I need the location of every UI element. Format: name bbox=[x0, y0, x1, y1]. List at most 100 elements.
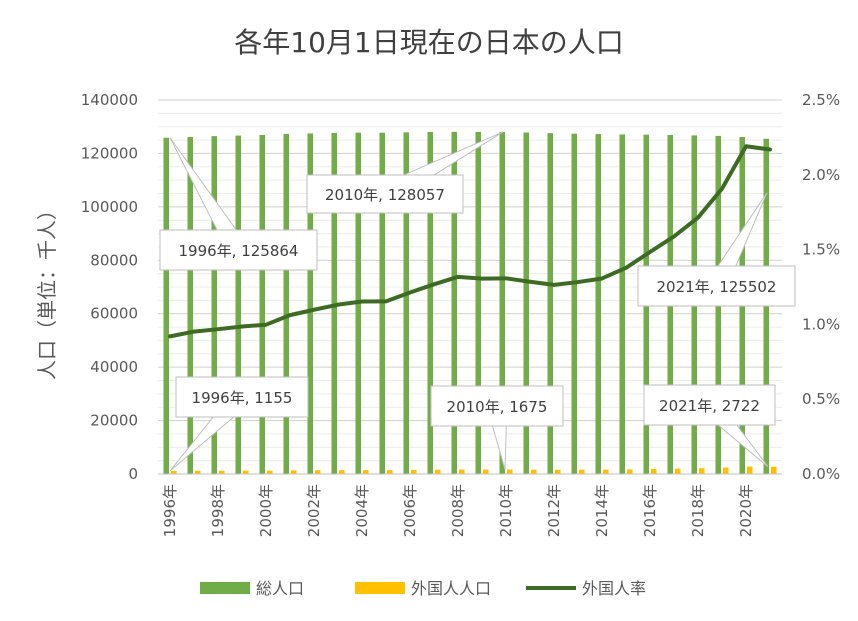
x-tick-label: 2006年 bbox=[401, 484, 419, 537]
bar-total-population bbox=[499, 131, 505, 474]
x-tick-label: 1996年 bbox=[161, 484, 179, 537]
callout-box bbox=[637, 265, 796, 307]
bar-foreign-population bbox=[435, 469, 441, 474]
x-tick-label: 2016年 bbox=[641, 484, 659, 537]
bar-foreign-population bbox=[699, 468, 705, 474]
y2-tick-label: 1.0% bbox=[802, 315, 840, 333]
bar-total-population bbox=[283, 133, 289, 474]
y-tick-label: 100000 bbox=[81, 198, 138, 216]
axis-layer: 0 20000 40000 60000 80000 100000 120000 140000 0… bbox=[81, 91, 840, 537]
data-callout: 2021年, 125502 bbox=[637, 192, 796, 307]
bar-total-population bbox=[163, 137, 169, 475]
x-tick-label: 2012年 bbox=[545, 484, 563, 537]
legend-label: 外国人率 bbox=[582, 579, 646, 598]
bar-foreign-population bbox=[219, 470, 225, 474]
x-tick-label: 2014年 bbox=[593, 484, 611, 537]
series-line-foreign-rate bbox=[168, 144, 772, 339]
bar-foreign-population bbox=[315, 470, 321, 474]
callout-label: 2021年, 2722 bbox=[659, 397, 760, 415]
legend-swatch-total bbox=[200, 582, 250, 594]
callout-label: 2021年, 125502 bbox=[657, 278, 777, 296]
y-tick-label: 60000 bbox=[90, 305, 138, 323]
bar-total-population bbox=[427, 131, 433, 474]
bar-foreign-population bbox=[651, 468, 657, 474]
y-tick-label: 20000 bbox=[90, 412, 138, 430]
line-layer bbox=[168, 144, 772, 339]
bar-total-population bbox=[307, 133, 313, 475]
legend-label: 外国人人口 bbox=[411, 579, 491, 598]
y-tick-label: 40000 bbox=[90, 358, 138, 376]
y2-tick-label: 1.5% bbox=[802, 241, 840, 259]
x-tick-label: 2004年 bbox=[353, 484, 371, 537]
bar-total-population bbox=[211, 136, 217, 474]
bar-foreign-population bbox=[555, 469, 561, 474]
x-tick-label: 2018年 bbox=[689, 484, 707, 537]
bar-foreign-population bbox=[339, 470, 345, 474]
bar-foreign-population bbox=[459, 469, 465, 474]
legend: 総人口 外国人人口 外国人率 bbox=[200, 579, 646, 598]
callout-box bbox=[306, 174, 464, 214]
x-tick-label: 1998年 bbox=[209, 484, 227, 537]
bar-total-population bbox=[595, 134, 601, 474]
bar-foreign-population bbox=[723, 467, 729, 474]
callout-box bbox=[430, 385, 564, 427]
bar-total-population bbox=[235, 135, 241, 475]
bar-foreign-population bbox=[243, 470, 249, 474]
bar-total-population bbox=[259, 134, 265, 474]
x-tick-label: 2002年 bbox=[305, 484, 323, 537]
x-tick-label: 2020年 bbox=[737, 484, 755, 537]
callout-label: 2010年, 1675 bbox=[447, 398, 548, 416]
callout-label: 2010年, 128057 bbox=[325, 186, 445, 204]
bar-total-population bbox=[475, 131, 481, 474]
bar-foreign-population bbox=[291, 470, 297, 474]
bar-total-population bbox=[571, 133, 577, 474]
x-tick-label: 2008年 bbox=[449, 484, 467, 537]
bar-total-population bbox=[403, 132, 409, 475]
bar-foreign-population bbox=[603, 469, 609, 474]
legend-label: 総人口 bbox=[256, 579, 304, 598]
callout-box bbox=[643, 384, 776, 426]
bar-foreign-population bbox=[267, 470, 273, 474]
chart-title: 各年10月1日現在の日本の人口 bbox=[234, 26, 623, 59]
y-tick-label: 80000 bbox=[90, 251, 138, 269]
y-tick-label: 0 bbox=[128, 465, 138, 483]
bar-total-population bbox=[619, 134, 625, 474]
bar-total-population bbox=[547, 133, 553, 474]
bar-foreign-population bbox=[387, 470, 393, 474]
y-axis-label: 人口（単位：千人） bbox=[35, 200, 59, 380]
bar-foreign-population bbox=[411, 469, 417, 474]
data-callout: 1996年, 125864 bbox=[159, 137, 318, 271]
y2-tick-label: 2.0% bbox=[802, 166, 840, 184]
data-callout: 2021年, 2722 bbox=[643, 384, 776, 468]
y2-tick-label: 0.0% bbox=[802, 465, 840, 483]
bar-foreign-population bbox=[483, 469, 489, 474]
bar-total-population bbox=[523, 132, 529, 474]
bar-total-population bbox=[451, 131, 457, 474]
bar-foreign-population bbox=[171, 470, 177, 474]
bar-foreign-population bbox=[195, 470, 201, 474]
y2-tick-label: 2.5% bbox=[802, 91, 840, 109]
y-tick-label: 120000 bbox=[81, 144, 138, 162]
callout-label: 1996年, 125864 bbox=[179, 242, 299, 260]
bar-foreign-population bbox=[675, 468, 681, 474]
x-tick-label: 2000年 bbox=[257, 484, 275, 537]
callout-label: 1996年, 1155 bbox=[192, 389, 293, 407]
bar-foreign-population bbox=[363, 470, 369, 474]
callout-box bbox=[175, 376, 309, 418]
data-callout: 1996年, 1155 bbox=[169, 376, 309, 472]
bar-foreign-population bbox=[579, 469, 585, 474]
x-tick-label: 2010年 bbox=[497, 484, 515, 537]
callout-box bbox=[159, 229, 318, 271]
bar-total-population bbox=[187, 136, 193, 474]
bar-foreign-population bbox=[747, 466, 753, 474]
data-callout: 2010年, 1675 bbox=[430, 385, 564, 470]
bar-foreign-population bbox=[771, 466, 777, 474]
data-callout: 2010年, 128057 bbox=[306, 131, 504, 214]
legend-swatch-foreign bbox=[355, 582, 405, 594]
bar-foreign-population bbox=[627, 469, 633, 474]
bar-foreign-population bbox=[531, 469, 537, 474]
y-tick-label: 140000 bbox=[81, 91, 138, 109]
y2-tick-label: 0.5% bbox=[802, 390, 840, 408]
